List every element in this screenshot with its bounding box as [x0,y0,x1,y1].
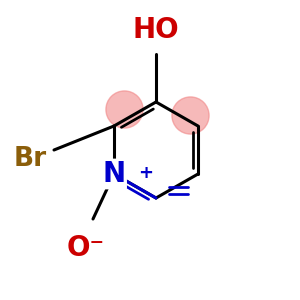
Text: N: N [102,160,126,188]
Circle shape [172,97,209,134]
Text: HO: HO [133,16,179,44]
Circle shape [106,91,143,128]
Text: Br: Br [14,146,46,172]
Text: +: + [138,164,153,181]
Text: O⁻: O⁻ [66,233,105,262]
